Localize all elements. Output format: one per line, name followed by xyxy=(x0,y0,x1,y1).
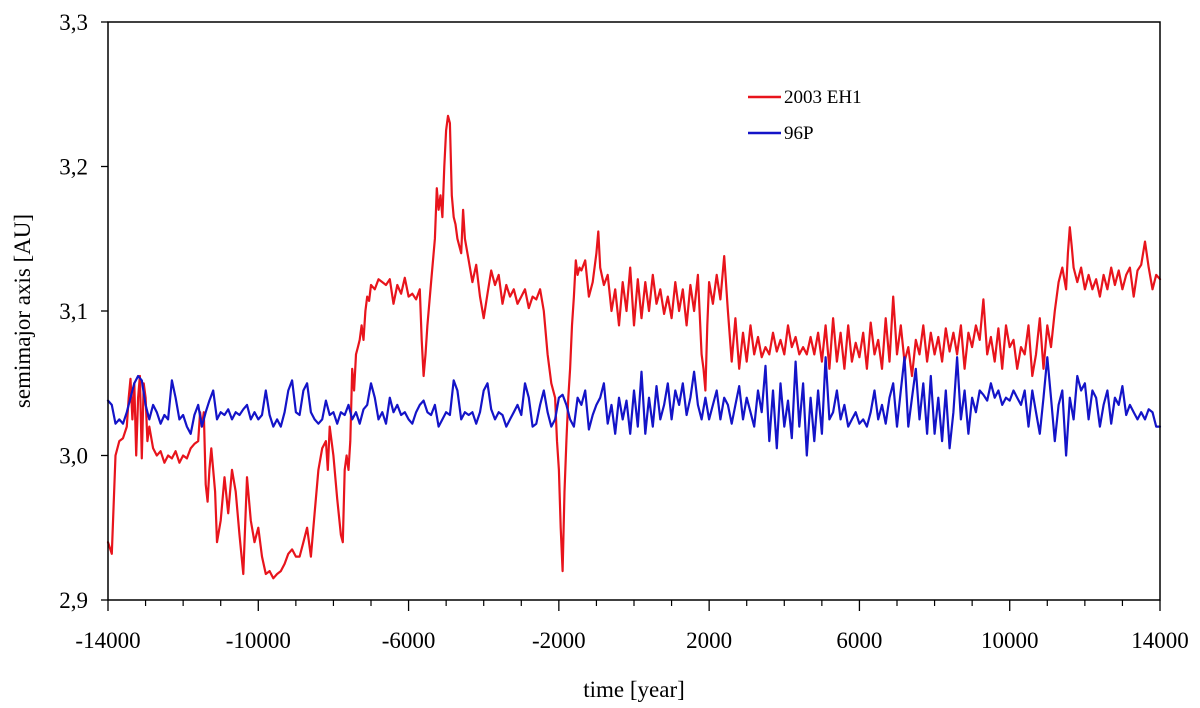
x-axis-title: time [year] xyxy=(583,677,685,702)
x-tick-label: 10000 xyxy=(981,628,1039,653)
x-tick-label: -10000 xyxy=(226,628,291,653)
series-layer xyxy=(106,114,1162,580)
legend: 2003 EH1 96P xyxy=(748,87,862,144)
y-axis-title: semimajor axis [AU] xyxy=(10,214,35,408)
y-tick-label: 3,0 xyxy=(59,444,88,469)
x-tick-label: 14000 xyxy=(1131,628,1189,653)
y-tick-label: 3,3 xyxy=(59,10,88,35)
x-tick-label: -14000 xyxy=(75,628,140,653)
x-tick-label: 2000 xyxy=(686,628,732,653)
legend-label: 2003 EH1 xyxy=(784,87,862,108)
series-line-eh1 xyxy=(106,114,1162,580)
series-line-96p xyxy=(106,356,1162,457)
y-tick-label: 3,1 xyxy=(59,299,88,324)
y-tick-label: 3,2 xyxy=(59,155,88,180)
x-tick-label: -2000 xyxy=(532,628,586,653)
x-tick-label: -6000 xyxy=(382,628,436,653)
x-tick-label: 6000 xyxy=(836,628,882,653)
ticks-layer: -14000 -10000 -6000 -2000 2000 6000 10000 14000… xyxy=(59,10,1189,653)
legend-label: 96P xyxy=(784,123,814,144)
y-tick-label: 2,9 xyxy=(59,588,88,613)
